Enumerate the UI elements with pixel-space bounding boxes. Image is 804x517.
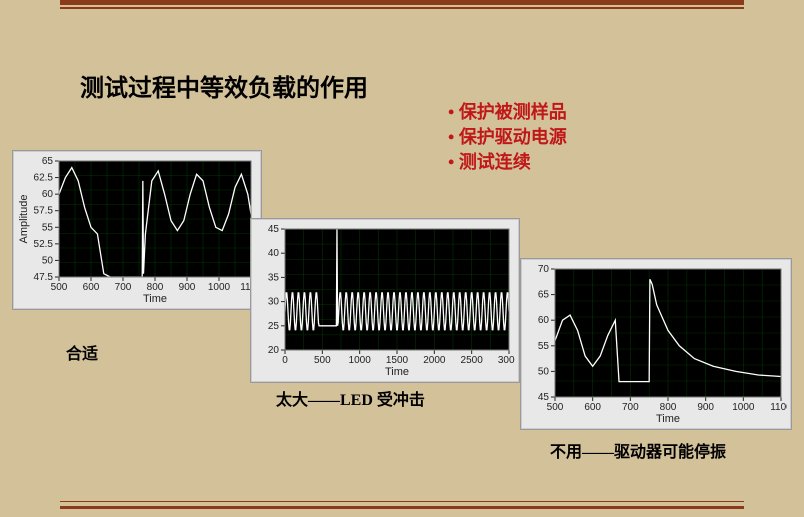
svg-text:Amplitude: Amplitude [18,195,30,244]
svg-text:1500: 1500 [386,355,409,366]
bullet-item: 保护驱动电源 [448,125,567,150]
svg-text:25: 25 [268,321,280,332]
svg-text:45: 45 [538,392,550,403]
svg-text:52.5: 52.5 [34,239,54,250]
svg-text:700: 700 [622,402,639,413]
decorative-border-top [60,0,744,8]
decorative-border-bottom [60,501,744,509]
svg-text:30: 30 [268,297,280,308]
svg-text:Time: Time [385,366,409,378]
svg-text:Time: Time [656,413,680,425]
svg-text:500: 500 [314,355,331,366]
svg-text:50: 50 [538,366,550,377]
svg-text:50: 50 [42,255,54,266]
bullet-item: 保护被测样品 [448,100,567,125]
chart-too-large: 0 500 1000 1500 2000 2500 3000 20 25 30 35 40 45 Time [250,218,520,383]
svg-text:45: 45 [268,224,280,235]
svg-text:2500: 2500 [461,355,484,366]
svg-text:500: 500 [51,282,68,293]
svg-text:900: 900 [179,282,196,293]
svg-text:Time: Time [143,293,167,305]
svg-text:0: 0 [282,355,288,366]
svg-text:800: 800 [660,402,677,413]
page-title: 测试过程中等效负载的作用 [80,68,368,103]
chart-none: 500 600 700 800 900 1000 1100 45 50 55 60 65 70 Time [520,258,792,430]
svg-text:47.5: 47.5 [34,272,54,283]
svg-text:500: 500 [547,402,564,413]
svg-text:35: 35 [268,272,280,283]
svg-text:20: 20 [268,345,280,356]
svg-text:600: 600 [83,282,100,293]
svg-text:900: 900 [697,402,714,413]
chart-caption-appropriate: 合适 [66,340,98,364]
svg-text:1000: 1000 [732,402,755,413]
svg-text:62.5: 62.5 [34,173,54,184]
svg-text:800: 800 [147,282,164,293]
svg-text:3000: 3000 [498,355,515,366]
svg-text:55: 55 [42,222,54,233]
svg-text:57.5: 57.5 [34,206,54,217]
svg-text:55: 55 [538,341,550,352]
svg-text:65: 65 [538,290,550,301]
svg-text:700: 700 [115,282,132,293]
svg-text:600: 600 [584,402,601,413]
svg-text:70: 70 [538,264,550,275]
svg-text:2000: 2000 [423,355,446,366]
chart-caption-too-large: 太大——LED 受冲击 [276,386,425,410]
svg-text:1000: 1000 [208,282,231,293]
svg-text:1000: 1000 [349,355,372,366]
chart-caption-none: 不用——驱动器可能停振 [550,438,726,462]
svg-text:65: 65 [42,156,54,167]
bullet-list: 保护被测样品 保护驱动电源 测试连续 [448,100,567,176]
svg-text:60: 60 [42,189,54,200]
svg-text:60: 60 [538,315,550,326]
chart-appropriate: 5006007008009001000110047.55052.55557.56… [12,150,262,310]
svg-text:40: 40 [268,248,280,259]
bullet-item: 测试连续 [448,150,567,175]
svg-text:1100: 1100 [770,402,787,413]
